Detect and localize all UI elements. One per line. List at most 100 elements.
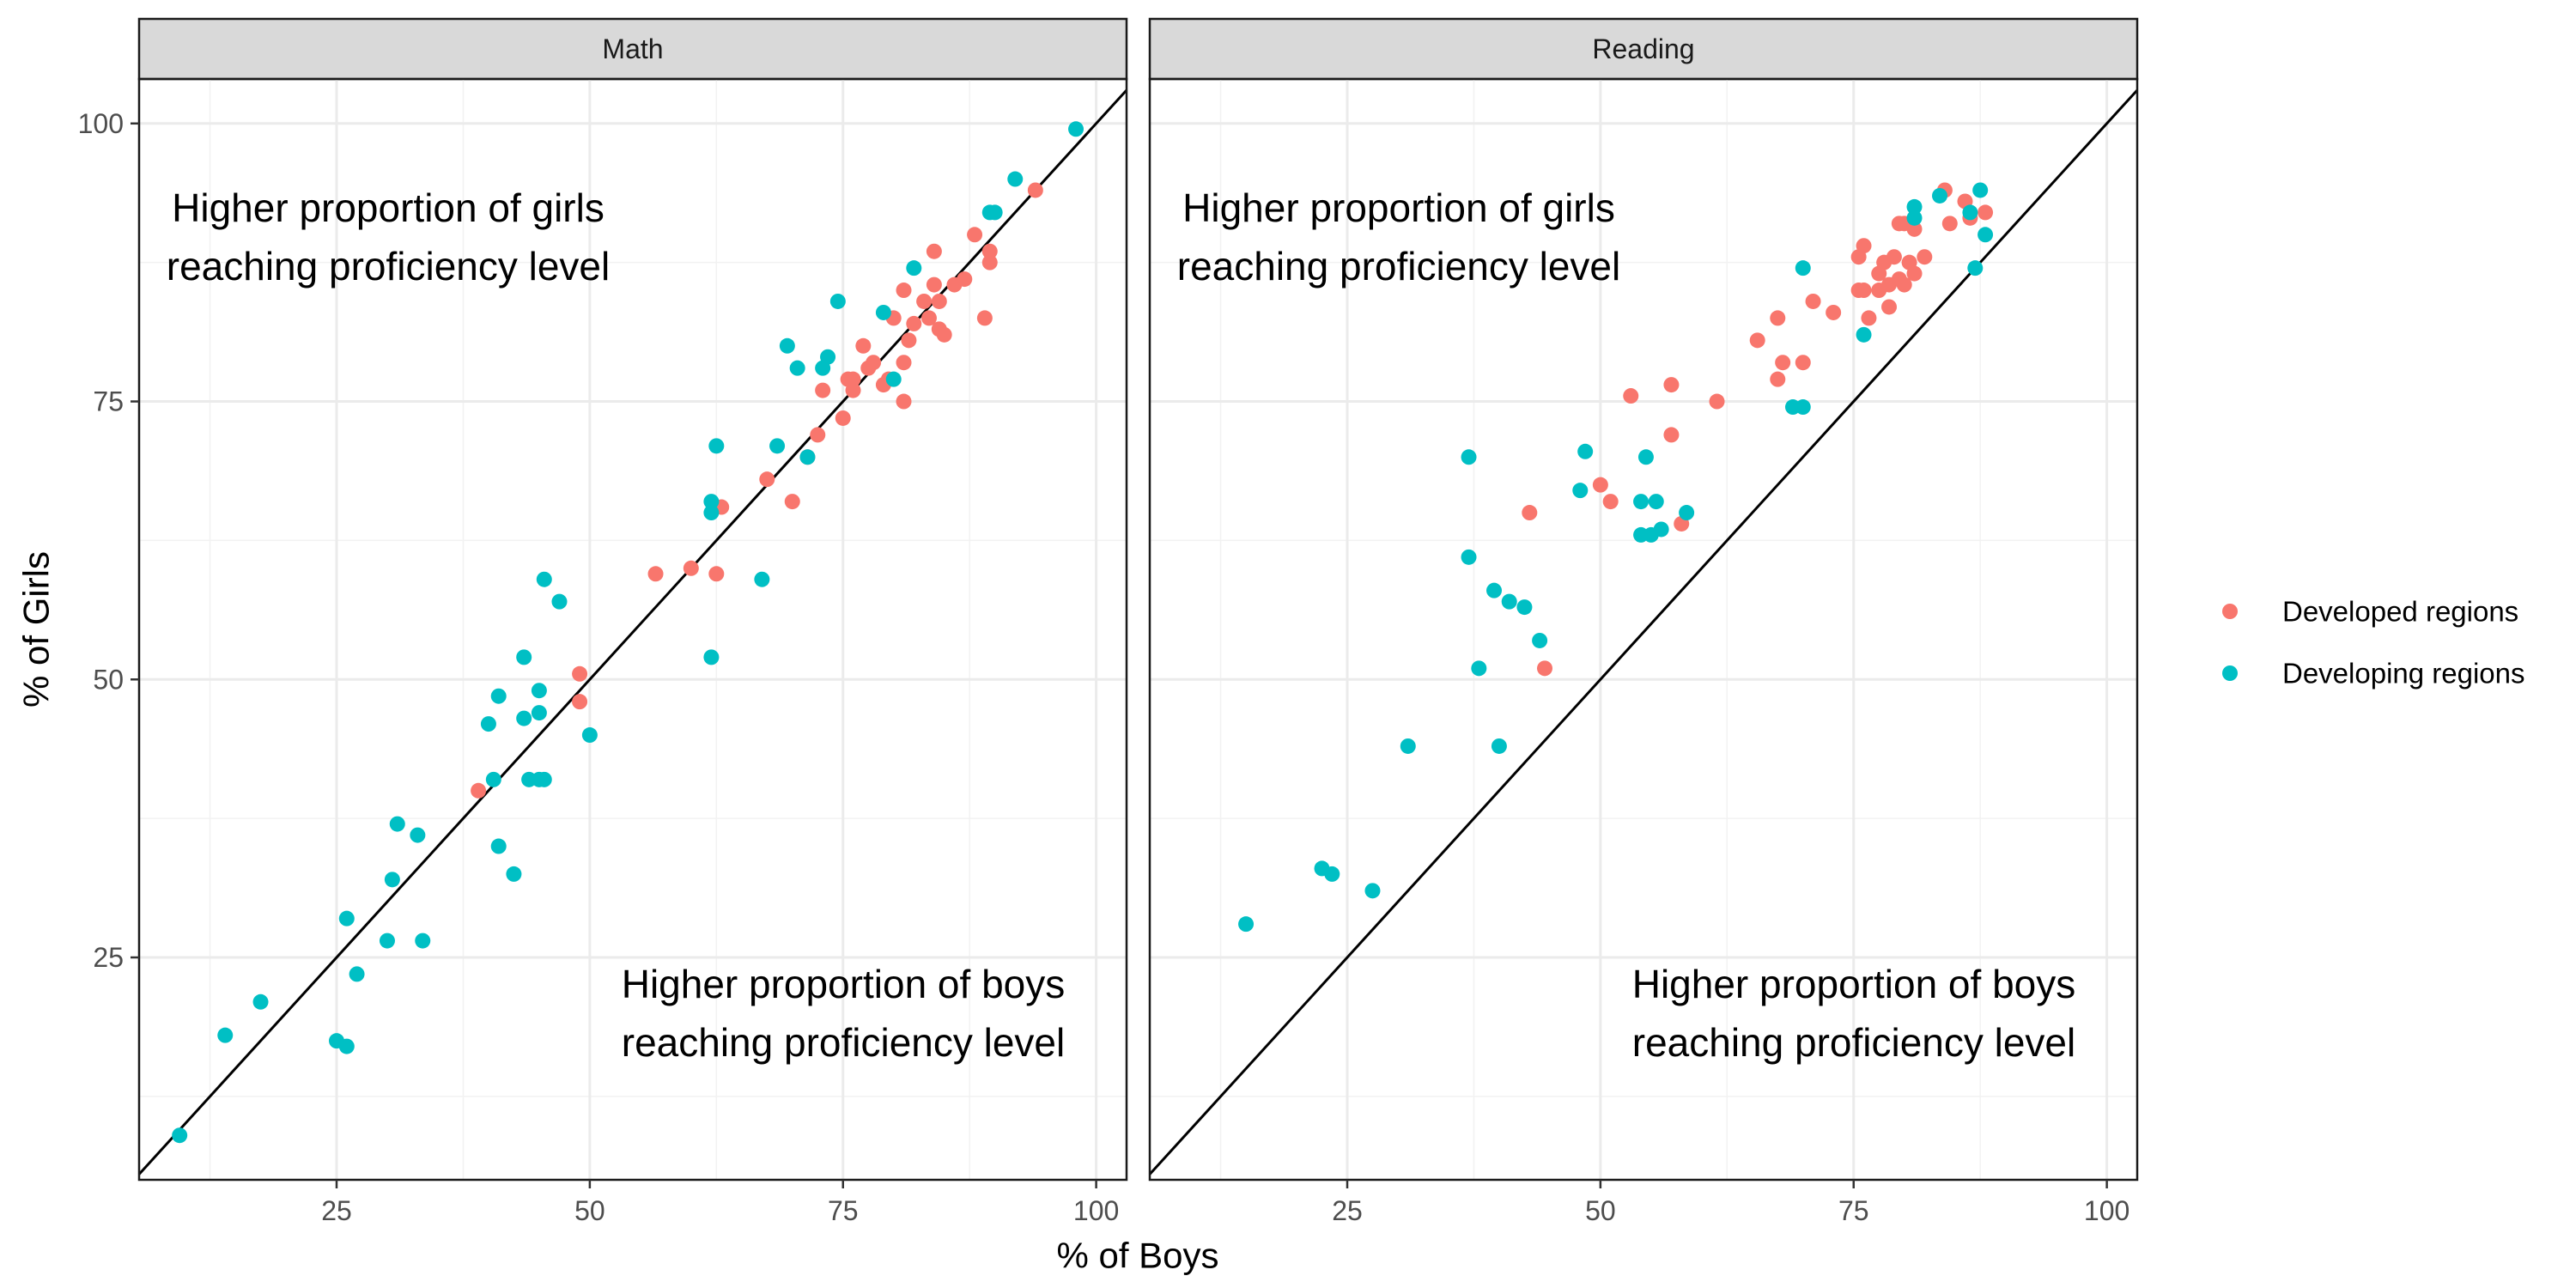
data-point-developing — [1653, 521, 1669, 538]
data-point-developing — [1532, 632, 1548, 648]
data-point-developed — [1941, 216, 1958, 232]
data-point-developed — [901, 332, 917, 349]
x-tick-label: 50 — [1585, 1195, 1616, 1226]
data-point-developing — [1238, 916, 1255, 933]
data-point-developing — [789, 360, 805, 376]
data-point-developing — [1400, 738, 1416, 754]
data-point-developed — [1749, 332, 1765, 349]
data-point-developed — [967, 227, 983, 243]
data-point-developed — [1795, 355, 1811, 371]
data-point-developing — [769, 438, 786, 454]
data-point-developed — [1861, 310, 1877, 326]
annotations-math: Higher proportion of girls reaching prof… — [167, 185, 1066, 1065]
data-point-developing — [1967, 260, 1984, 276]
data-point-developed — [1522, 505, 1538, 521]
data-point-developed — [976, 310, 993, 326]
data-point-developing — [703, 505, 720, 521]
boys-annotation-line-2: reaching proficiency level — [622, 1020, 1066, 1065]
data-point-developing — [379, 933, 395, 949]
x-tick-label: 50 — [574, 1195, 605, 1226]
data-point-developing — [1633, 494, 1649, 510]
data-point-developed — [1906, 221, 1923, 237]
data-point-developing — [703, 649, 720, 665]
data-point-developed — [866, 355, 882, 371]
legend-label-developing: Developing regions — [2282, 658, 2525, 690]
data-point-developing — [490, 838, 507, 854]
data-point-developing — [820, 349, 836, 365]
data-point-developed — [906, 315, 922, 331]
x-tick-label: 100 — [1073, 1195, 1119, 1226]
reference-line-math — [137, 88, 1128, 1176]
strip-reading — [1148, 17, 2139, 81]
data-point-developing — [1324, 866, 1340, 882]
y-tick-label: 25 — [93, 942, 124, 973]
data-point-developing — [987, 204, 1003, 221]
data-point-developing — [506, 866, 522, 882]
x-axis-ticks-reading: 25 50 75 100 — [1332, 1180, 2129, 1226]
data-point-developed — [1770, 310, 1786, 326]
data-point-developing — [516, 649, 532, 665]
x-axis-title: % of Boys — [1056, 1236, 1218, 1276]
data-point-developed — [1896, 276, 1912, 293]
data-point-developing — [1679, 505, 1695, 521]
data-point-developing — [1516, 599, 1533, 616]
data-point-developing — [906, 260, 922, 276]
data-point-developing — [531, 683, 547, 699]
data-point-developing — [1068, 121, 1084, 137]
data-point-developed — [931, 293, 947, 309]
data-point-developing — [410, 827, 426, 843]
data-point-developing — [516, 710, 532, 726]
data-point-developing — [1906, 210, 1923, 226]
x-tick-label: 75 — [828, 1195, 859, 1226]
data-point-developing — [415, 933, 431, 949]
data-point-developed — [926, 243, 942, 259]
data-point-developing — [1856, 326, 1872, 343]
data-point-developed — [683, 560, 699, 576]
data-point-developing — [1637, 449, 1654, 465]
data-point-developed — [1623, 388, 1639, 404]
data-point-developed — [896, 393, 912, 410]
points-math — [172, 121, 1084, 1144]
data-point-developed — [1856, 283, 1872, 299]
data-point-developed — [1663, 377, 1680, 393]
data-point-developing — [1461, 549, 1477, 565]
data-point-developed — [1917, 249, 1933, 265]
data-point-developing — [1906, 198, 1923, 215]
data-point-developed — [1775, 355, 1791, 371]
data-point-developing — [480, 716, 496, 732]
data-point-developed — [572, 694, 588, 710]
x-axis-ticks-math: 25 50 75 100 — [321, 1180, 1119, 1226]
data-point-developing — [708, 438, 725, 454]
data-point-developing — [1501, 593, 1517, 610]
data-point-developing — [779, 337, 795, 354]
data-point-developing — [1491, 738, 1507, 754]
data-point-developed — [835, 410, 851, 426]
data-point-developing — [490, 688, 507, 704]
data-point-developing — [384, 872, 400, 888]
panel-reading: Reading Higher proportion of girls reach… — [1148, 17, 2139, 1226]
data-point-developed — [916, 293, 933, 309]
boys-annotation-line-2: reaching proficiency level — [1632, 1020, 2076, 1065]
boys-annotation-line-1: Higher proportion of boys — [1632, 962, 2076, 1006]
data-point-developed — [926, 276, 942, 293]
x-tick-label: 25 — [1332, 1195, 1363, 1226]
data-point-developed — [896, 283, 912, 299]
data-point-developing — [1795, 399, 1811, 416]
data-point-developing — [1577, 443, 1594, 459]
data-point-developed — [845, 382, 861, 398]
data-point-developed — [1770, 371, 1786, 387]
data-point-developed — [957, 271, 973, 288]
data-point-developed — [1906, 265, 1923, 282]
x-tick-label: 100 — [2084, 1195, 2129, 1226]
data-point-developed — [1027, 182, 1043, 198]
x-tick-label: 75 — [1838, 1195, 1869, 1226]
data-point-developing — [1932, 187, 1947, 204]
data-point-developing — [349, 966, 365, 982]
x-tick-label: 25 — [321, 1195, 352, 1226]
data-point-developing — [885, 371, 902, 387]
y-tick-label: 75 — [93, 386, 124, 417]
data-point-developed — [1709, 393, 1725, 410]
strip-label-math: Math — [602, 33, 663, 64]
data-point-developing — [754, 571, 770, 587]
